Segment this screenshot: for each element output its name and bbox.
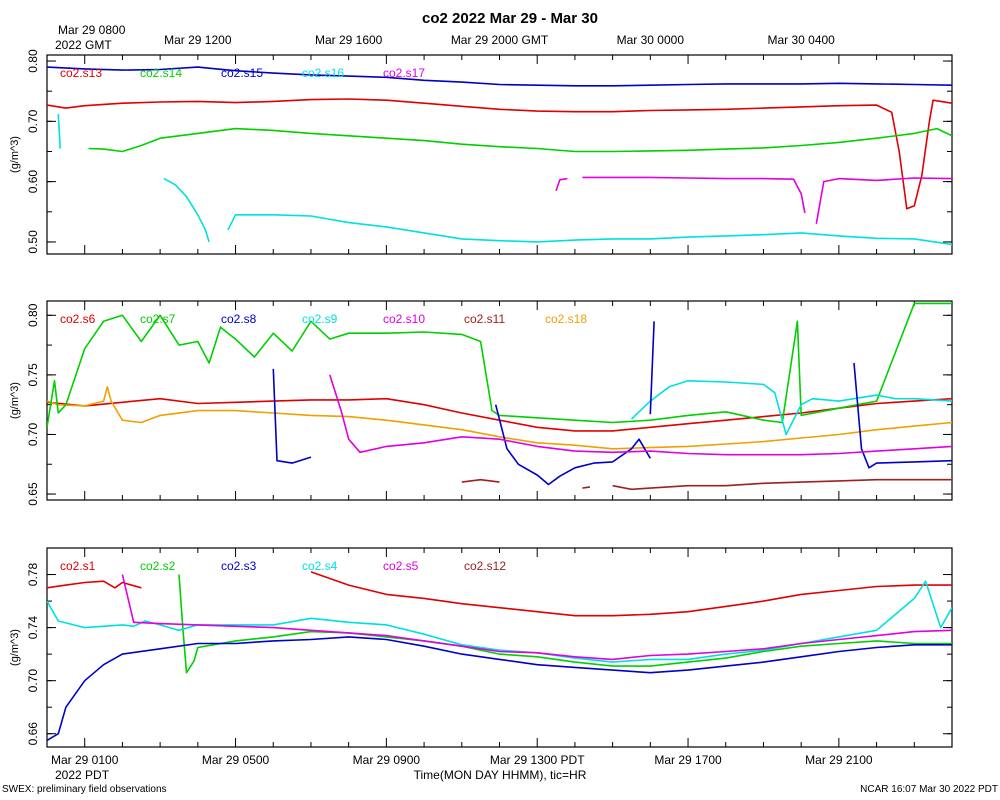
- series-line-co2-s8: [853, 362, 952, 469]
- legend-entry: co2.s3: [221, 559, 257, 573]
- series-line-co2-s15: [47, 66, 952, 87]
- y-tick-label: 0.65: [26, 482, 40, 506]
- legend-entry: co2.s8: [221, 312, 257, 326]
- y-tick-label: 0.80: [26, 303, 40, 327]
- series-line-co2-s9: [630, 379, 952, 436]
- legend-entry: co2.s12: [464, 559, 506, 573]
- y-tick-label: 0.66: [26, 722, 40, 746]
- legend-entry: co2.s7: [140, 312, 176, 326]
- y-tick-label: 0.70: [26, 422, 40, 446]
- panel-2: 0.65 0.70 0.75 0.80 (g/m^3) co2.s6 co2.s7 co2.s…: [9, 300, 953, 506]
- bottom-axis-tick-label: Mar 29 0900: [353, 753, 421, 767]
- legend-entry: co2.s10: [383, 312, 425, 326]
- top-axis-tick-label: Mar 29 1200: [164, 33, 232, 47]
- series-line-co2-s13: [47, 98, 952, 210]
- plot-layer: Mar 29 1200 Mar 29 1600 Mar 29 2000 GMT Mar…: [9, 33, 953, 767]
- bottom-axis-tick-label: Mar 29 1300 PDT: [490, 753, 585, 767]
- legend-entry: co2.s15: [221, 66, 263, 80]
- series-line-co2-s16: [227, 214, 952, 246]
- legend-entry: co2.s2: [140, 559, 176, 573]
- top-axis-tick-label: Mar 30 0400: [767, 33, 835, 47]
- panel-1: 0.50 0.60 0.70 0.80 (g/m^3) co2.s13 co2.s14 co2…: [9, 49, 953, 255]
- series-line-co2-s11: [461, 478, 500, 483]
- legend-entry: co2.s13: [60, 66, 102, 80]
- series-line-co2-s17: [815, 177, 952, 224]
- series-line-co2-s1: [47, 580, 142, 589]
- series-line-co2-s8: [494, 404, 651, 486]
- series-line-co2-s10: [329, 374, 952, 456]
- series-line-co2-s11: [612, 478, 952, 491]
- legend-entry: co2.s4: [302, 559, 338, 573]
- top-axis-tick-label: Mar 29 2000 GMT: [451, 33, 549, 47]
- y-axis-label: (g/m^3): [9, 382, 21, 419]
- series-line-co2-s8: [649, 321, 655, 415]
- series-line-co2-s14: [88, 127, 952, 153]
- y-tick-label: 0.70: [26, 669, 40, 693]
- series-line-co2-s11: [582, 486, 591, 489]
- series-line-co2-s1: [310, 571, 952, 617]
- top-axis-origin-label-line2: 2022 GMT: [55, 38, 112, 52]
- y-tick-label: 0.75: [26, 363, 40, 387]
- footer-right: NCAR 16:07 Mar 30 2022 PDT: [860, 784, 998, 795]
- series-line-co2-s2: [178, 574, 952, 674]
- panel-frame: [46, 300, 953, 501]
- top-axis-tick-label: Mar 30 0000: [617, 33, 685, 47]
- series-line-co2-s16: [57, 114, 61, 149]
- y-tick-label: 0.74: [26, 616, 40, 640]
- top-axis-origin-label-line1: Mar 29 0800: [58, 23, 126, 37]
- footer-left: SWEX: preliminary field observations: [2, 784, 167, 795]
- panel-series-group: [47, 571, 952, 742]
- chart-title: co2 2022 Mar 29 - Mar 30: [422, 10, 598, 27]
- y-tick-label: 0.80: [26, 49, 40, 73]
- panel-series-group: [47, 302, 952, 491]
- series-line-co2-s3: [47, 636, 952, 742]
- panel-frame: [46, 547, 953, 748]
- series-line-co2-s8: [272, 368, 312, 464]
- y-tick-label: 0.78: [26, 563, 40, 587]
- bottom-axis-origin-label-line2: 2022 PDT: [55, 768, 110, 782]
- panel-3: 0.66 0.70 0.74 0.78 (g/m^3) co2.s1 co2.s2 co2.s…: [9, 547, 953, 748]
- series-line-co2-s16: [163, 177, 210, 243]
- y-tick-label: 0.50: [26, 230, 40, 254]
- legend-entry: co2.s14: [140, 66, 182, 80]
- bottom-axis-tick-label: Mar 29 2100: [805, 753, 873, 767]
- legend-entry: co2.s18: [545, 312, 587, 326]
- legend-entry: co2.s9: [302, 312, 338, 326]
- bottom-axis-tick-label: Mar 29 0100: [51, 753, 119, 767]
- bottom-axis-tick-label: Mar 29 1700: [654, 753, 722, 767]
- legend-entry: co2.s6: [60, 312, 96, 326]
- series-line-co2-s5: [121, 574, 952, 661]
- x-axis-label: Time(MON DAY HHMM), tic=HR: [414, 768, 587, 782]
- legend-entry: co2.s17: [383, 66, 425, 80]
- series-line-co2-s17: [555, 177, 568, 191]
- legend-entry: co2.s1: [60, 559, 96, 573]
- legend-entry: co2.s16: [302, 66, 344, 80]
- series-line-co2-s17: [582, 176, 806, 214]
- series-line-co2-s4: [47, 580, 952, 663]
- legend-entry: co2.s5: [383, 559, 419, 573]
- top-axis-tick-label: Mar 29 1600: [315, 33, 383, 47]
- y-axis-label: (g/m^3): [9, 629, 21, 666]
- y-axis-label: (g/m^3): [9, 136, 21, 173]
- series-line-co2-s7: [47, 302, 952, 428]
- y-tick-label: 0.70: [26, 109, 40, 133]
- series-line-co2-s18: [47, 385, 952, 450]
- panel-series-group: [47, 66, 952, 246]
- bottom-axis-tick-label: Mar 29 0500: [202, 753, 270, 767]
- y-tick-label: 0.60: [26, 170, 40, 194]
- legend-entry: co2.s11: [464, 312, 505, 326]
